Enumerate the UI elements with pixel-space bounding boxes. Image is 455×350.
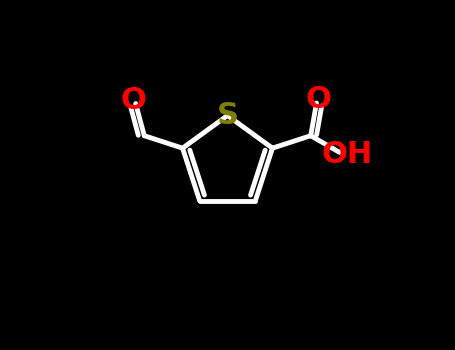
Text: O: O: [121, 86, 147, 114]
Text: S: S: [217, 101, 238, 130]
Text: OH: OH: [322, 140, 373, 169]
Text: O: O: [305, 85, 331, 114]
